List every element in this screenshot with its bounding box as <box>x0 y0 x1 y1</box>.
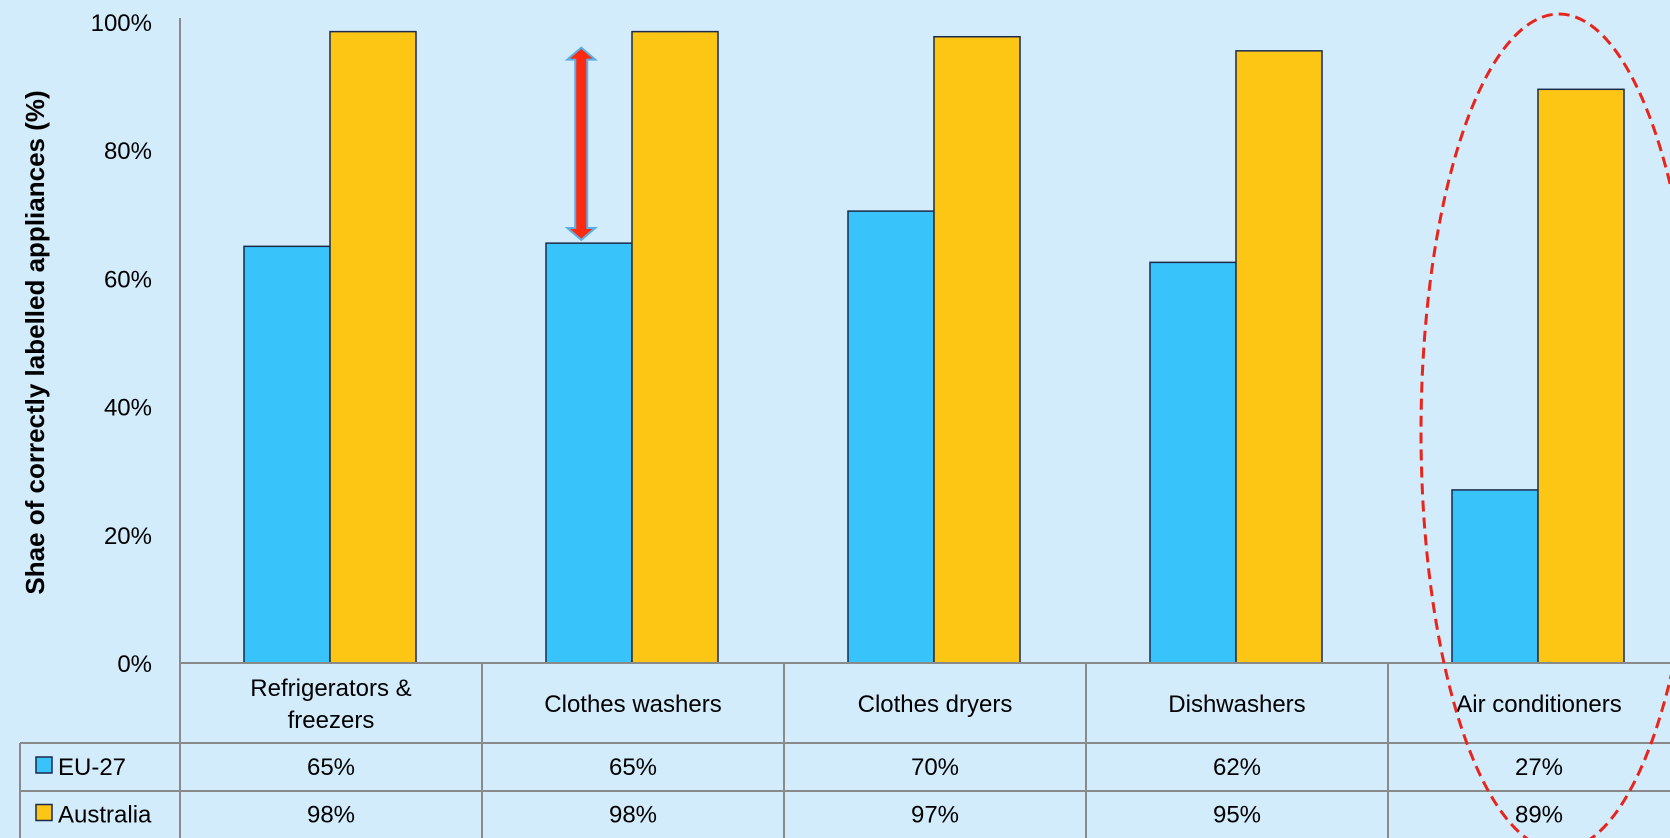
y-tick-label: 40% <box>104 395 152 422</box>
data-label: 65% <box>609 754 657 781</box>
y-tick-label: 20% <box>104 523 152 550</box>
bar-australia <box>329 30 417 664</box>
gap-double-arrow <box>564 46 598 242</box>
legend-key <box>35 803 53 822</box>
category-label: Air conditioners <box>1456 691 1621 718</box>
category-label: Clothes washers <box>544 691 721 718</box>
bar-australia <box>933 35 1021 664</box>
y-tick-label: 0% <box>117 651 152 678</box>
data-label: 95% <box>1213 802 1261 829</box>
data-label: 98% <box>307 802 355 829</box>
bar-eu-27 <box>545 242 633 664</box>
legend-label: Australia <box>58 802 152 829</box>
y-tick-label: 80% <box>104 138 152 165</box>
category-label: freezers <box>288 707 375 734</box>
legend-key <box>35 756 53 774</box>
bar-eu-27 <box>1451 489 1539 664</box>
legend-label: EU-27 <box>58 754 126 781</box>
bar-eu-27 <box>243 245 331 664</box>
data-label: 97% <box>911 802 959 829</box>
data-label: 27% <box>1515 754 1563 781</box>
bar-australia <box>631 30 719 664</box>
category-label: Dishwashers <box>1168 691 1305 718</box>
data-label: 62% <box>1213 754 1261 781</box>
data-label: 98% <box>609 802 657 829</box>
data-label: 89% <box>1515 802 1563 829</box>
bar-eu-27 <box>1149 261 1237 664</box>
y-axis-title: Shae of correctly labelled appliances (%… <box>20 90 50 594</box>
data-label: 70% <box>911 754 959 781</box>
bar-eu-27 <box>847 210 935 664</box>
data-label: 65% <box>307 754 355 781</box>
category-label: Clothes dryers <box>858 691 1013 718</box>
y-tick-label: 100% <box>91 10 152 37</box>
bar-australia <box>1235 50 1323 664</box>
y-tick-label: 60% <box>104 266 152 293</box>
bar-australia <box>1537 88 1625 664</box>
highlight-ellipse <box>1419 12 1670 838</box>
category-label: Refrigerators & <box>250 675 411 702</box>
